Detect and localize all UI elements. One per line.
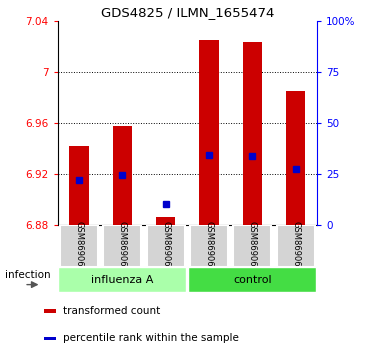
- Bar: [113, 126, 132, 225]
- Bar: [276, 225, 315, 267]
- Bar: [147, 225, 185, 267]
- Text: influenza A: influenza A: [91, 275, 154, 285]
- Bar: [243, 42, 262, 225]
- Bar: [286, 91, 305, 225]
- Bar: [69, 146, 89, 225]
- Text: GSM869065: GSM869065: [75, 221, 83, 272]
- Bar: [104, 225, 141, 267]
- Text: percentile rank within the sample: percentile rank within the sample: [63, 333, 239, 343]
- Title: GDS4825 / ILMN_1655474: GDS4825 / ILMN_1655474: [101, 6, 274, 19]
- Bar: [190, 225, 228, 267]
- Bar: [44, 337, 56, 340]
- Text: GSM869067: GSM869067: [118, 221, 127, 272]
- Bar: [188, 267, 316, 292]
- Bar: [233, 225, 271, 267]
- Text: transformed count: transformed count: [63, 306, 161, 316]
- Text: control: control: [233, 275, 272, 285]
- Bar: [156, 217, 175, 225]
- Bar: [44, 309, 56, 313]
- Bar: [199, 40, 219, 225]
- Text: GSM869068: GSM869068: [291, 221, 300, 272]
- Bar: [60, 225, 98, 267]
- Text: GSM869064: GSM869064: [204, 221, 213, 272]
- Bar: [58, 267, 187, 292]
- Text: infection: infection: [4, 270, 50, 280]
- Text: GSM869066: GSM869066: [248, 221, 257, 272]
- Text: GSM869069: GSM869069: [161, 221, 170, 272]
